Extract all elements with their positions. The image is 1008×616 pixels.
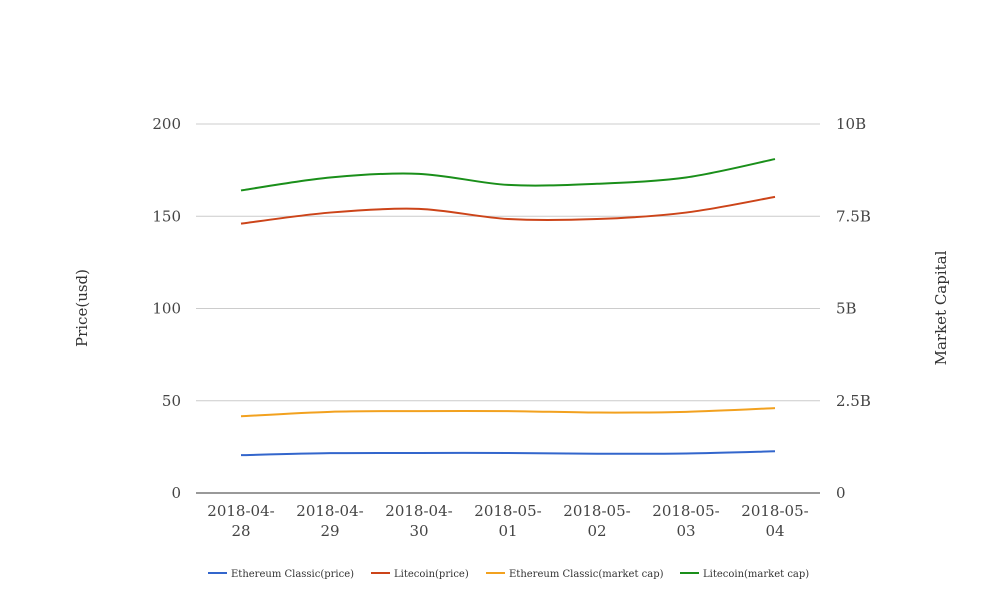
legend-label: Ethereum Classic(price) <box>231 569 354 580</box>
y-tick-label: 200 <box>152 115 181 133</box>
legend-item: Litecoin(price) <box>371 569 469 580</box>
x-tick-label: 2018-05-04 <box>741 502 808 540</box>
x-axis-ticks: 2018-04-28 2018-04-29 2018-04-30 2018-05-01… <box>207 502 808 540</box>
y2-axis-title: Market Capital <box>932 250 950 365</box>
y2-tick-label: 10B <box>836 115 866 133</box>
legend-item: Ethereum Classic(market cap) <box>486 569 664 580</box>
legend-item: Litecoin(market cap) <box>680 569 809 580</box>
y2-tick-label: 2.5B <box>836 392 871 410</box>
y-tick-label: 150 <box>152 207 181 225</box>
series-line-1 <box>240 195 776 225</box>
series-line-2 <box>240 407 776 418</box>
series-line-3 <box>240 158 776 192</box>
legend-label: Litecoin(market cap) <box>703 569 809 580</box>
x-tick-label: 2018-05-01 <box>474 502 541 540</box>
legend-label: Litecoin(price) <box>394 569 469 580</box>
y-tick-label: 50 <box>162 392 181 410</box>
left-axis-ticks: 0 50 100 150 200 <box>152 115 181 502</box>
x-tick-label: 2018-04-30 <box>385 502 452 540</box>
y-axis-title: Price(usd) <box>73 269 91 347</box>
legend: Ethereum Classic(price) Litecoin(price) Et… <box>208 569 809 580</box>
right-axis-ticks: 0 2.5B 5B 7.5B 10B <box>836 115 871 502</box>
series-lines <box>240 158 776 457</box>
legend-label: Ethereum Classic(market cap) <box>509 569 664 580</box>
x-tick-label: 2018-04-29 <box>296 502 363 540</box>
legend-item: Ethereum Classic(price) <box>208 569 354 580</box>
x-tick-label: 2018-05-03 <box>652 502 719 540</box>
y2-tick-label: 5B <box>836 300 857 318</box>
y-tick-label: 0 <box>171 484 181 502</box>
x-tick-label: 2018-05-02 <box>563 502 630 540</box>
y-tick-label: 100 <box>152 300 181 318</box>
x-tick-label: 2018-04-28 <box>207 502 274 540</box>
gridlines <box>196 123 820 494</box>
y2-tick-label: 7.5B <box>836 207 871 225</box>
series-line-0 <box>240 450 776 457</box>
y2-tick-label: 0 <box>836 484 846 502</box>
